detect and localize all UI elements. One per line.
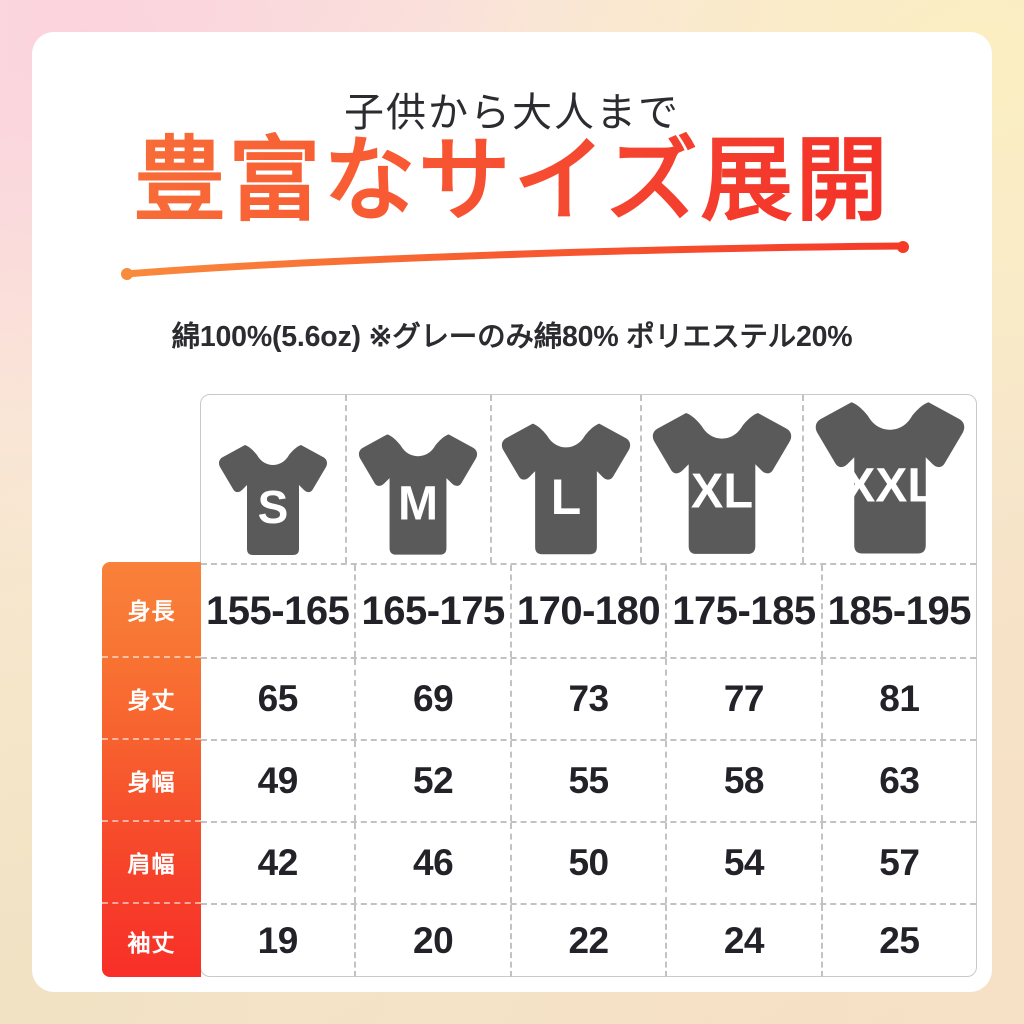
cell-sleevelength-m: 20	[354, 905, 509, 977]
cell-sleevelength-s: 19	[257, 920, 299, 961]
cell-sleevelength-xl: 24	[665, 905, 820, 977]
shirt-label-xl: XL	[691, 465, 753, 519]
cell-shoulderwidth-xxl: 57	[820, 823, 976, 903]
shirt-cell-m: M	[344, 395, 491, 563]
cell-bodylength-xxl: 81	[820, 659, 976, 739]
cell-shoulderwidth-s: 42	[257, 842, 299, 883]
shirt-label-s: S	[257, 481, 288, 533]
cell-bodylength-s: 65	[257, 678, 299, 719]
cell-shoulderwidth-xl: 54	[665, 823, 820, 903]
shirt-label-m: M	[398, 477, 438, 531]
shirt-label-l: L	[551, 469, 581, 525]
table-row: 155-165 165-175 170-180 175-185 185-195	[201, 563, 976, 657]
tshirt-icon-xl: XL	[652, 412, 792, 554]
eyebrow-text: 子供から大人まで	[344, 90, 680, 135]
cell-bodywidth-m: 52	[354, 741, 509, 821]
cell-height-xxl: 185-195	[820, 565, 976, 657]
cell-height-xl: 175-185	[665, 565, 820, 657]
cell-sleevelength-xxl: 25	[820, 905, 976, 977]
cell-bodywidth-xxl: 63	[820, 741, 976, 821]
cell-height-l: 170-180	[509, 565, 665, 657]
row-label-shoulderwidth: 肩幅	[102, 820, 201, 902]
tshirt-icon-s: S	[218, 445, 327, 555]
row-label-sleevelength: 袖丈	[102, 902, 201, 977]
row-label-height: 身長	[127, 598, 176, 624]
cell-bodywidth-l: 55	[509, 741, 665, 821]
tshirt-icon-m: M	[359, 434, 478, 555]
material-composition-text: 綿100%(5.6oz) ※グレーのみ綿80% ポリエステル20%	[171, 321, 853, 353]
row-label-column: 身長 身丈 身幅 肩幅 袖丈	[102, 562, 201, 977]
tshirt-icon-l: L	[501, 423, 631, 555]
shirt-cell-s: S	[201, 395, 345, 563]
table-row: 19 20 22 24 25	[201, 903, 976, 977]
cell-shoulderwidth-m: 46	[354, 823, 509, 903]
page-title: 豊富なサイズ展開	[32, 131, 992, 231]
cell-height-m: 165-175	[354, 565, 509, 657]
cell-sleevelength-l: 22	[509, 905, 665, 977]
cell-bodywidth-s: 49	[257, 760, 299, 801]
cell-bodywidth-xl: 58	[665, 741, 820, 821]
row-label-bodywidth: 身幅	[102, 738, 201, 820]
cell-height-s: 155-165	[206, 588, 350, 633]
table-row: 42 46 50 54 57	[201, 821, 976, 903]
row-label-bodylength: 身丈	[102, 656, 201, 738]
cell-bodylength-xl: 77	[665, 659, 820, 739]
shirt-cell-xl: XL	[640, 395, 802, 563]
cell-bodylength-m: 69	[354, 659, 509, 739]
cell-bodylength-l: 73	[509, 659, 665, 739]
shirt-cell-xxl: XXL	[802, 395, 976, 563]
shirt-cell-l: L	[490, 395, 640, 563]
size-chart-card: 子供から大人まで 豊富なサイズ展開 綿100%(5.6oz) ※グレーのみ綿80…	[32, 32, 992, 992]
size-table: S M L XL	[200, 394, 977, 977]
table-row: 49 52 55 58 63	[201, 739, 976, 821]
shirt-icon-row: S M L XL	[201, 395, 976, 563]
shirt-label-xxl: XXL	[843, 458, 937, 512]
cell-shoulderwidth-l: 50	[509, 823, 665, 903]
table-row: 65 69 73 77 81	[201, 657, 976, 739]
tshirt-icon-xxl: XXL	[815, 402, 965, 554]
underline-swoosh	[121, 241, 909, 280]
